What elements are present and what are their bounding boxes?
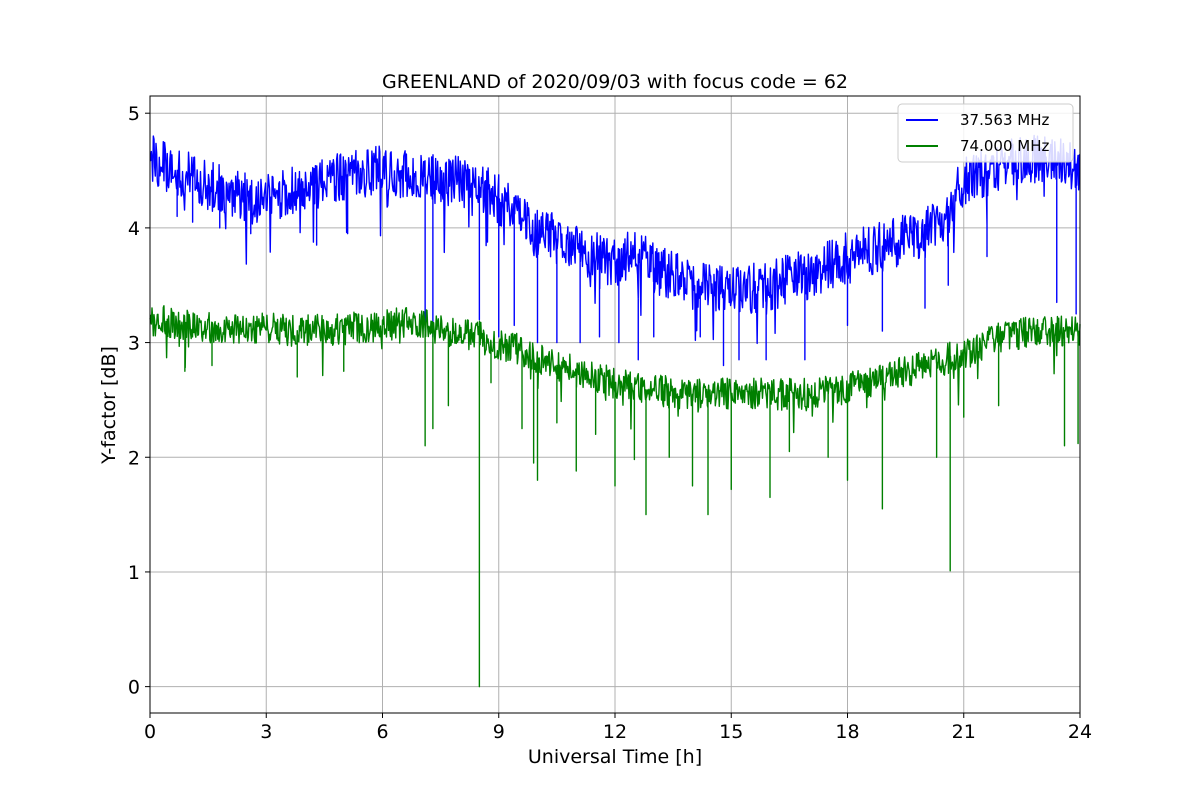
x-tick-label: 9 <box>493 721 505 743</box>
x-tick-label: 3 <box>260 721 272 743</box>
series-layer <box>149 134 1081 688</box>
y-tick-label: 1 <box>128 562 140 584</box>
y-axis-label: Y-factor [dB] <box>98 346 120 465</box>
x-tick-label: 15 <box>719 721 743 743</box>
x-tick-label: 21 <box>952 721 976 743</box>
y-tick-label: 2 <box>128 447 140 469</box>
x-tick-label: 6 <box>376 721 388 743</box>
chart-title: GREENLAND of 2020/09/03 with focus code … <box>382 71 848 93</box>
y-tick-label: 0 <box>128 677 140 699</box>
y-tick-label: 5 <box>128 103 140 125</box>
x-axis-label: Universal Time [h] <box>528 746 702 768</box>
x-tick-label: 18 <box>835 721 859 743</box>
x-tick-label: 0 <box>144 721 156 743</box>
series-line-2 <box>149 305 1081 688</box>
x-tick-label: 12 <box>603 721 627 743</box>
y-tick-label: 4 <box>128 218 140 240</box>
x-tick-label: 24 <box>1068 721 1092 743</box>
y-tick-label: 3 <box>128 333 140 355</box>
legend-box <box>897 103 1074 163</box>
legend: 37.563 MHz 74.000 MHz <box>897 103 1074 163</box>
legend-label-1: 37.563 MHz <box>960 111 1049 129</box>
legend-label-2: 74.000 MHz <box>960 137 1049 155</box>
series-line-1 <box>149 134 1081 367</box>
